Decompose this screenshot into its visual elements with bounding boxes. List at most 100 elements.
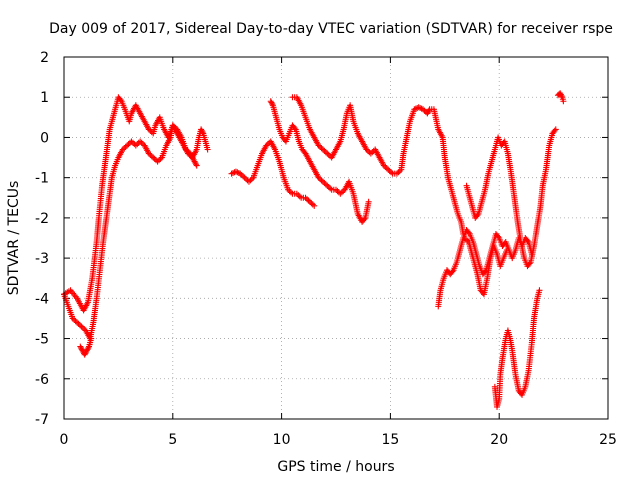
y-tick-label: -4 <box>35 291 49 307</box>
data-point-marker <box>319 146 326 153</box>
data-point-marker <box>148 153 155 160</box>
data-point-marker <box>85 344 92 351</box>
data-point-marker <box>308 200 315 207</box>
data-point-marker <box>247 177 254 184</box>
data-points <box>61 90 567 410</box>
y-axis-label: SDTVAR / TECUs <box>6 181 22 296</box>
data-point-marker <box>243 176 250 183</box>
y-tick-label: 2 <box>40 50 49 66</box>
data-point-marker <box>306 198 313 205</box>
data-point-marker <box>524 237 531 244</box>
data-point-marker <box>324 150 331 157</box>
data-point-marker <box>295 192 302 199</box>
data-point-marker <box>269 100 276 107</box>
data-point-marker <box>138 139 145 146</box>
data-point-marker <box>288 189 295 196</box>
data-point-marker <box>74 319 81 326</box>
data-point-marker <box>305 197 312 204</box>
data-point-marker <box>318 177 325 184</box>
data-point-marker <box>425 107 432 114</box>
data-point-marker <box>526 260 533 267</box>
data-point-marker <box>132 142 139 149</box>
data-point-marker <box>383 165 390 172</box>
data-point-marker <box>125 141 132 148</box>
y-tick-label: -1 <box>35 171 49 187</box>
data-point-marker <box>129 139 136 146</box>
data-point-marker <box>303 196 310 203</box>
data-point-marker <box>245 178 252 185</box>
data-point-marker <box>117 96 124 103</box>
data-point-marker <box>325 184 332 191</box>
data-point-marker <box>156 157 163 164</box>
chart-title: Day 009 of 2017, Sidereal Day-to-day VTE… <box>49 21 613 37</box>
data-point-marker <box>495 233 502 240</box>
data-point-marker <box>322 181 329 188</box>
data-point-marker <box>78 323 85 330</box>
data-point-marker <box>75 320 82 327</box>
x-tick-label: 0 <box>60 432 69 448</box>
data-point-marker <box>193 161 200 168</box>
data-point-marker <box>365 198 372 205</box>
y-tick-label: -7 <box>35 412 49 428</box>
data-point-marker <box>324 182 331 189</box>
data-point-marker <box>560 98 567 105</box>
data-point-marker <box>465 229 472 236</box>
data-point-marker <box>311 202 318 209</box>
data-point-marker <box>124 142 131 149</box>
data-point-marker <box>322 149 329 156</box>
data-point-marker <box>552 126 559 133</box>
data-point-marker <box>395 169 402 176</box>
data-point-marker <box>321 147 328 154</box>
data-point-marker <box>321 180 328 187</box>
data-point-marker <box>558 92 565 99</box>
y-tick-labels: 2 1 0 -1 -2 -3 -4 -5 -6 -7 <box>35 50 49 428</box>
data-point-marker <box>367 150 374 157</box>
data-point-marker <box>234 169 241 176</box>
data-point-marker <box>204 146 211 153</box>
data-point-marker <box>309 201 316 208</box>
y-tick-label: -2 <box>35 211 49 227</box>
data-point-marker <box>230 169 237 176</box>
data-point-marker <box>388 169 395 176</box>
data-point-marker <box>76 322 83 329</box>
data-point-marker <box>361 216 368 223</box>
x-tick-label: 5 <box>168 432 177 448</box>
data-point-marker <box>474 212 481 219</box>
data-point-marker <box>291 125 298 132</box>
data-point-marker <box>551 127 558 134</box>
data-point-marker <box>337 190 344 197</box>
data-point-marker <box>137 138 144 145</box>
data-point-marker <box>338 189 345 196</box>
data-point-marker <box>199 129 206 136</box>
x-tick-label: 25 <box>599 432 617 448</box>
data-point-marker <box>482 268 489 275</box>
y-tick-label: -6 <box>35 372 49 388</box>
data-point-marker <box>79 324 86 331</box>
data-point-marker <box>385 166 392 173</box>
data-point-marker <box>150 154 157 161</box>
data-point-marker <box>122 143 129 150</box>
data-point-marker <box>241 174 248 181</box>
data-point-marker <box>72 318 79 325</box>
y-tick-label: -3 <box>35 251 49 267</box>
data-point-marker <box>128 138 135 145</box>
data-point-marker <box>154 158 161 165</box>
x-axis-label: GPS time / hours <box>277 459 394 475</box>
plot-frame <box>63 56 609 420</box>
y-tick-label: -5 <box>35 332 49 348</box>
data-point-marker <box>449 268 456 275</box>
data-point-marker <box>327 185 334 192</box>
x-tick-label: 10 <box>273 432 291 448</box>
y-tick-label: 0 <box>40 130 49 146</box>
data-point-marker <box>318 145 325 152</box>
data-point-marker <box>334 188 341 195</box>
data-point-marker <box>319 178 326 185</box>
grid-lines <box>64 57 608 419</box>
data-point-marker <box>386 167 393 174</box>
data-point-marker <box>536 287 543 294</box>
data-point-marker <box>296 193 303 200</box>
x-tick-labels: 0 5 10 15 20 25 <box>60 432 617 448</box>
x-tick-label: 15 <box>381 432 399 448</box>
data-point-marker <box>503 247 510 254</box>
